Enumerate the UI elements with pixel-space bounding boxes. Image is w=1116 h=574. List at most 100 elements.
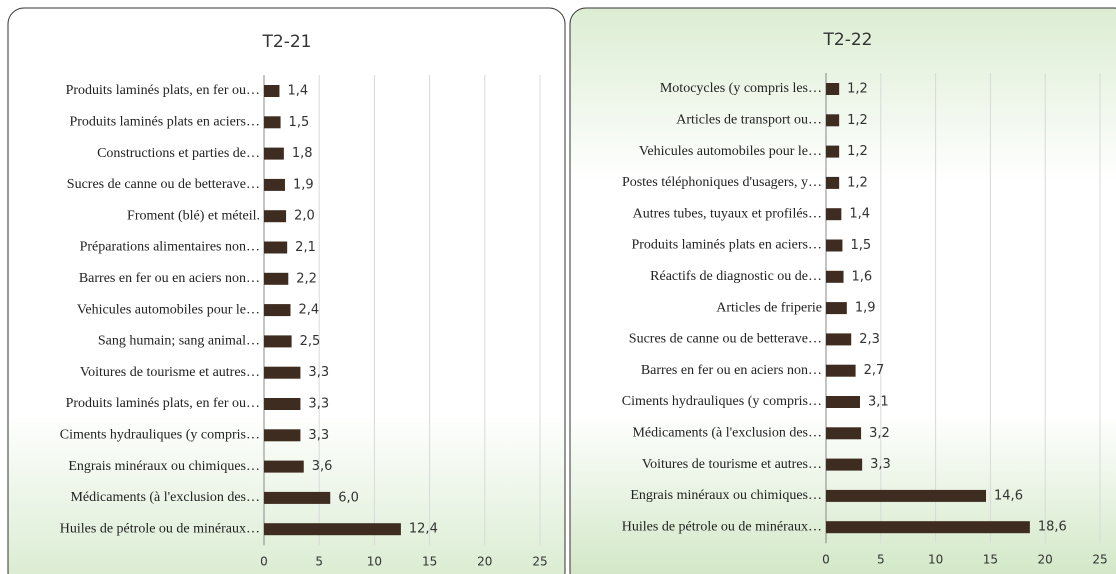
bar	[826, 427, 862, 440]
bar	[826, 239, 843, 252]
bar	[826, 333, 852, 346]
category-label: Constructions et parties de…	[97, 146, 260, 161]
bar	[264, 523, 401, 536]
value-label: 1,5	[289, 115, 310, 130]
value-label: 1,5	[850, 238, 871, 253]
bar	[264, 304, 291, 317]
category-label: Voitures de tourisme et autres…	[642, 457, 822, 472]
value-label: 18,6	[1038, 520, 1067, 535]
value-label: 3,6	[312, 459, 333, 474]
category-label: Vehicules automobiles pour le…	[639, 144, 822, 159]
bar	[264, 366, 301, 379]
category-label: Ciments hydrauliques (y compris…	[60, 428, 260, 443]
category-label: Voitures de tourisme et autres…	[80, 365, 260, 380]
category-label: Articles de transport ou…	[676, 113, 822, 128]
panel	[569, 7, 1116, 574]
category-label: Barres en fer ou en aciers non…	[79, 271, 260, 286]
bar	[264, 398, 301, 410]
value-label: 2,7	[864, 363, 885, 378]
bar	[826, 521, 1030, 534]
value-label: 1,4	[849, 207, 870, 222]
category-label: Produits laminés plats en aciers…	[69, 115, 260, 130]
bar	[826, 396, 860, 408]
value-label: 1,2	[847, 82, 868, 97]
x-tick-label: 10	[367, 555, 382, 569]
category-label: Engrais minéraux ou chimiques…	[68, 459, 260, 474]
x-tick-label: 15	[422, 555, 437, 569]
category-label: Engrais minéraux ou chimiques…	[630, 488, 822, 503]
category-label: Motocycles (y compris les…	[660, 81, 822, 96]
bar	[826, 83, 840, 95]
category-label: Huiles de pétrole ou de minéraux…	[60, 521, 260, 536]
bar	[264, 460, 304, 473]
value-label: 2,5	[300, 334, 321, 349]
x-tick-label: 15	[983, 553, 998, 567]
value-label: 14,6	[994, 488, 1023, 503]
category-label: Sang humain; sang animal…	[98, 334, 260, 349]
category-label: Postes téléphoniques d'usagers, y…	[622, 175, 822, 190]
category-label: Huiles de pétrole ou de minéraux…	[622, 519, 822, 534]
bar	[264, 116, 281, 129]
value-label: 1,4	[287, 84, 308, 99]
value-label: 3,3	[308, 428, 329, 443]
x-tick-label: 10	[928, 553, 943, 567]
panel	[7, 7, 566, 574]
category-label: Produits laminés plats en aciers…	[631, 238, 822, 253]
category-label: Sucres de canne ou de betterave…	[67, 177, 260, 192]
value-label: 3,3	[308, 365, 329, 380]
x-tick-label: 0	[260, 555, 268, 569]
x-tick-label: 20	[477, 555, 492, 569]
bar	[826, 114, 840, 127]
value-label: 6,0	[338, 490, 359, 505]
value-label: 3,2	[869, 426, 890, 441]
chart-title: T2-22	[823, 30, 873, 50]
x-tick-label: 20	[1038, 553, 1053, 567]
bar	[264, 335, 292, 348]
x-tick-label: 5	[315, 555, 323, 569]
value-label: 3,1	[868, 395, 889, 410]
value-label: 3,3	[870, 457, 891, 472]
chart-title: T2-21	[262, 32, 312, 52]
category-label: Médicaments (à l'exclusion des…	[632, 426, 822, 441]
bar	[264, 147, 284, 160]
category-label: Articles de friperie	[716, 300, 822, 315]
bar	[826, 364, 856, 377]
value-label: 1,9	[293, 177, 314, 192]
category-label: Froment (blé) et méteil.	[127, 208, 260, 223]
bar	[264, 272, 289, 285]
bar	[264, 85, 280, 97]
bar	[826, 270, 844, 283]
value-label: 1,6	[852, 269, 873, 284]
category-label: Médicaments (à l'exclusion des…	[70, 490, 260, 505]
value-label: 2,0	[294, 209, 315, 224]
bar	[264, 210, 287, 223]
x-tick-label: 25	[1092, 553, 1107, 567]
x-tick-label: 25	[532, 555, 547, 569]
category-label: Réactifs de diagnostic ou de…	[650, 269, 822, 284]
value-label: 1,8	[292, 146, 313, 161]
bar	[826, 145, 840, 158]
bar	[264, 429, 301, 442]
value-label: 1,2	[847, 144, 868, 159]
bar	[264, 241, 288, 254]
value-label: 2,1	[295, 240, 316, 255]
bar	[826, 489, 987, 502]
bar	[826, 208, 842, 221]
category-label: Autres tubes, tuyaux et profilés…	[633, 206, 822, 221]
bar	[826, 458, 863, 471]
category-label: Produits laminés plats, en fer ou…	[66, 396, 260, 411]
x-tick-label: 5	[877, 553, 885, 567]
category-label: Barres en fer ou en aciers non…	[641, 363, 822, 378]
value-label: 1,2	[847, 175, 868, 190]
bar	[264, 178, 285, 191]
value-label: 2,4	[298, 303, 319, 318]
category-label: Vehicules automobiles pour le…	[77, 302, 260, 317]
value-label: 1,2	[847, 113, 868, 128]
bar	[826, 176, 840, 189]
value-label: 12,4	[409, 522, 438, 537]
value-label: 2,2	[296, 271, 317, 286]
value-label: 2,3	[859, 332, 880, 347]
category-label: Sucres de canne ou de betterave…	[629, 332, 822, 347]
bar	[264, 491, 331, 504]
